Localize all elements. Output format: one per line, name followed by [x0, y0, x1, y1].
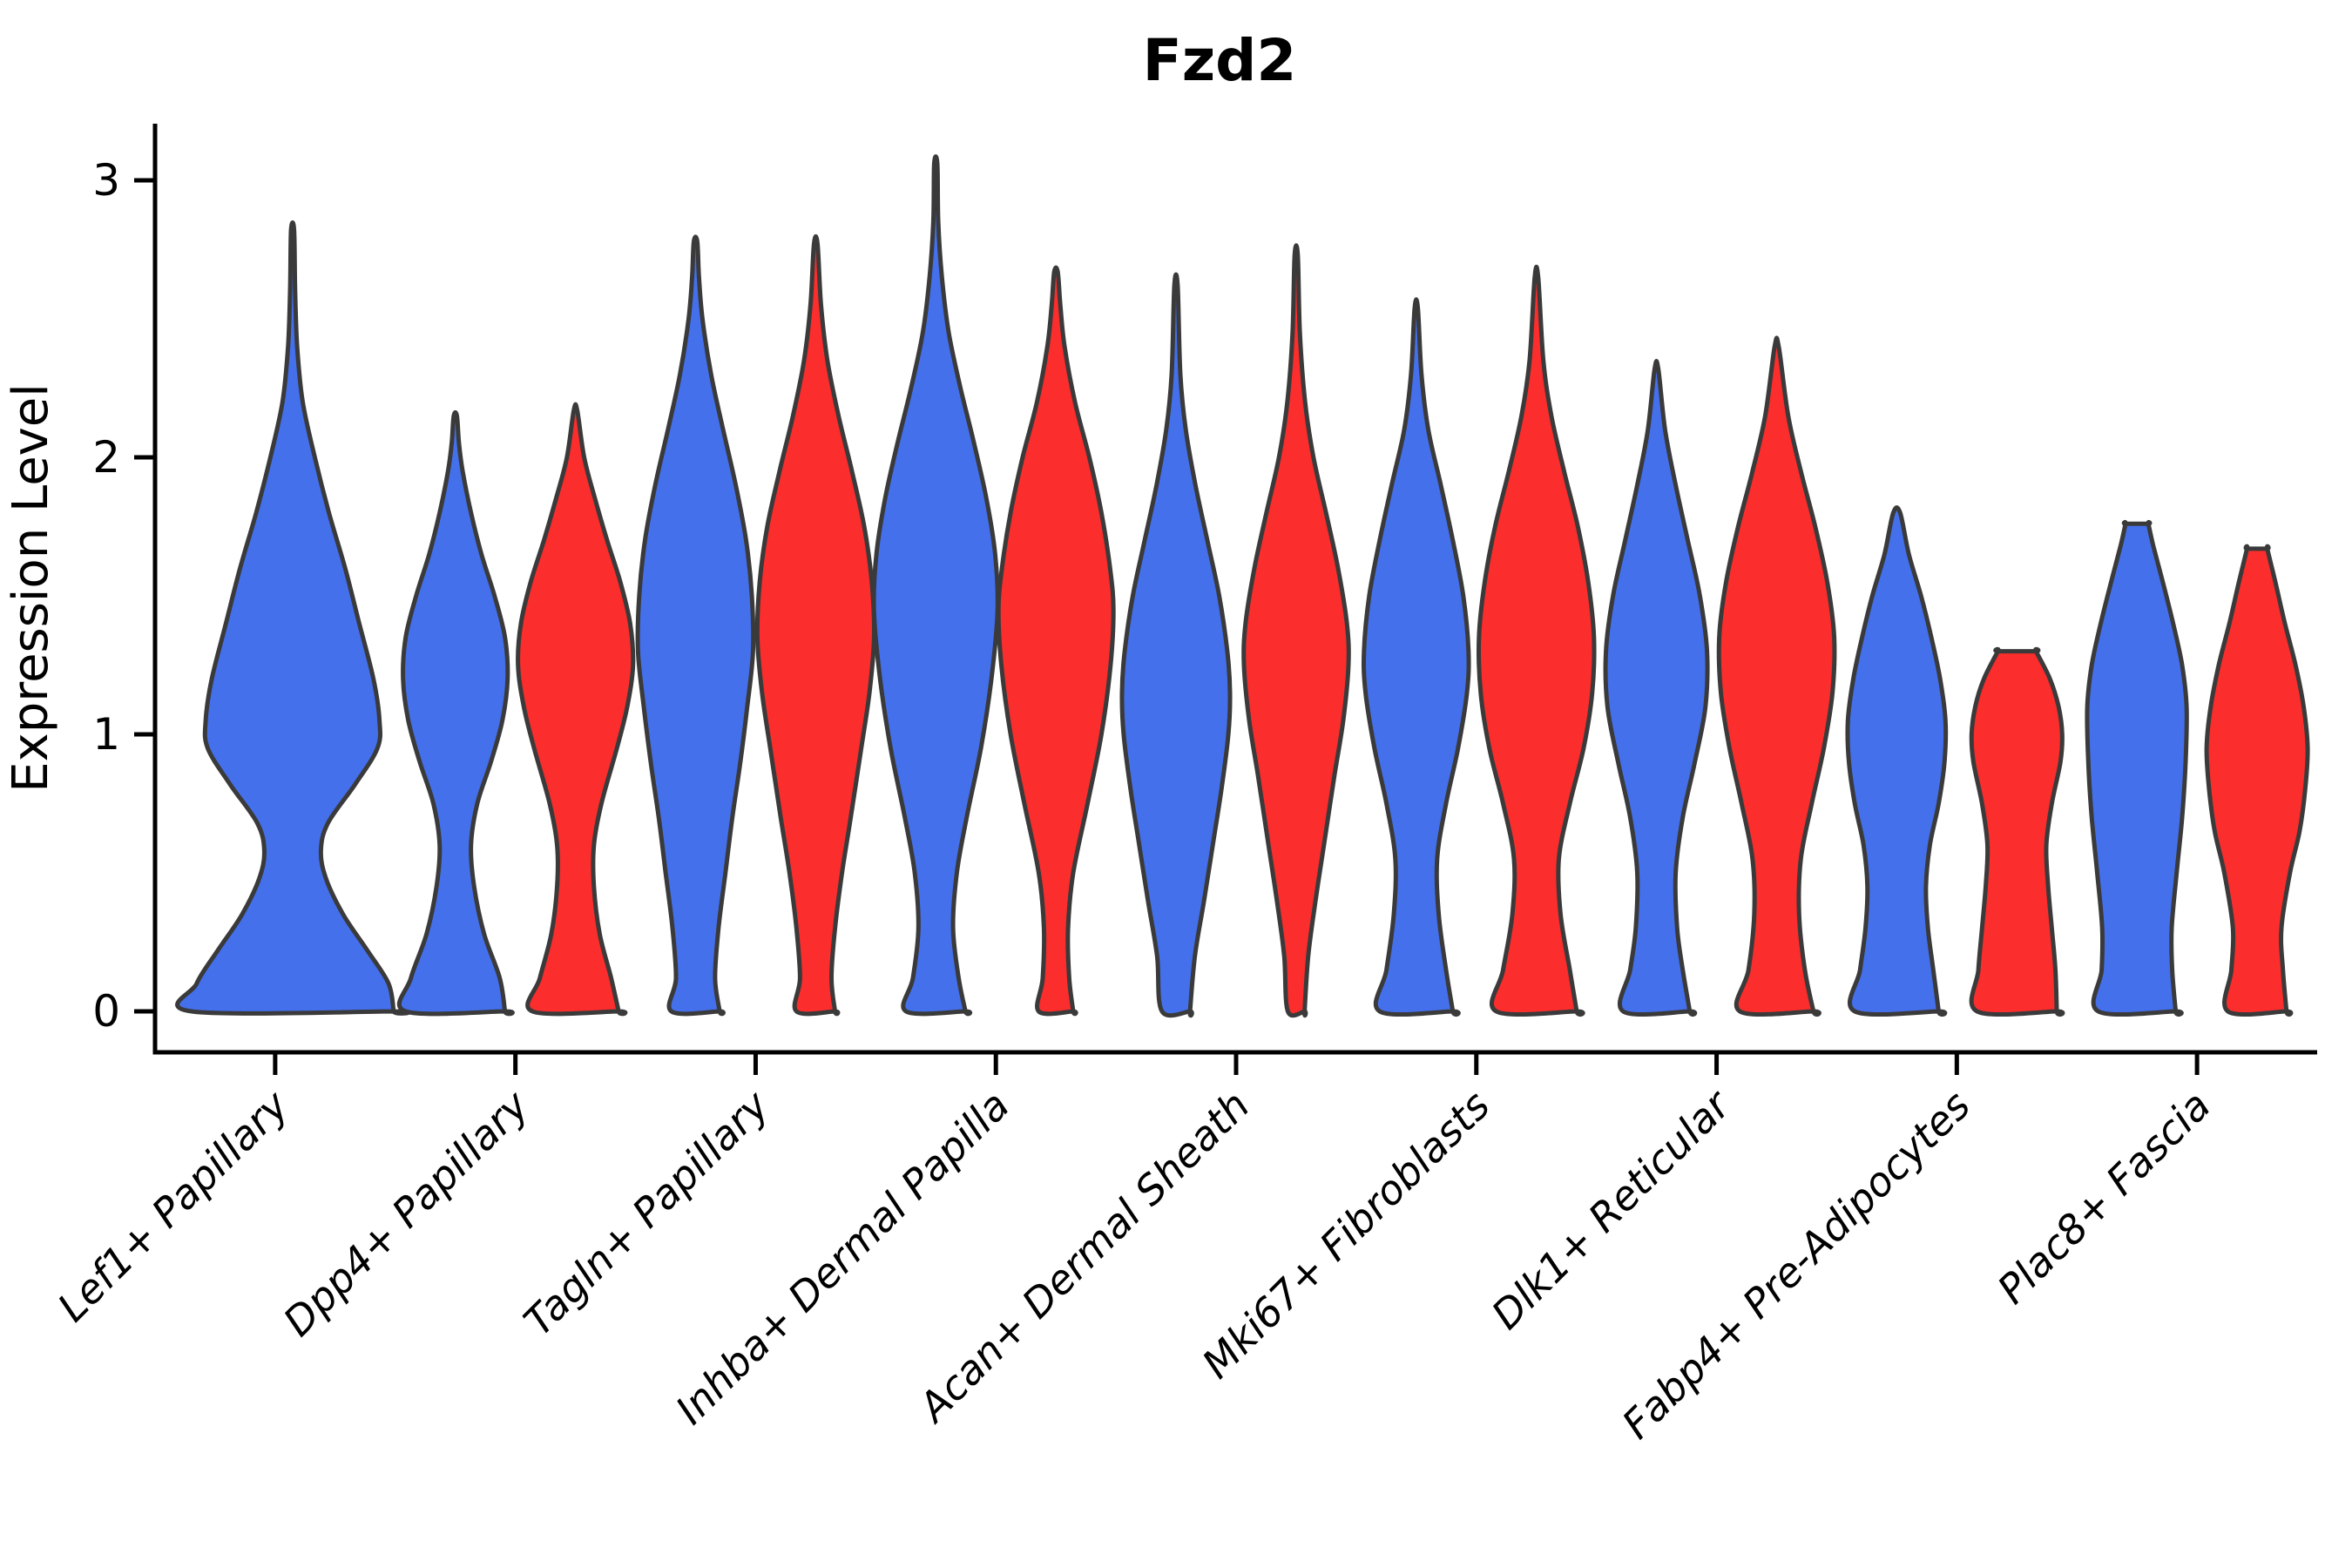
violin-dpp4-papillary-group1 — [396, 409, 515, 1017]
violin-fabp4-pre-adipocytes-group1 — [1845, 505, 1949, 1017]
violin-acan-dermal-sheath-group2 — [1241, 243, 1351, 1018]
violin-lef1-papillary-group1 — [175, 220, 411, 1016]
violin-plac8-fascia-group1 — [2085, 519, 2189, 1017]
x-tick-label: Dpp4+ Papillary — [274, 1081, 538, 1345]
x-tick-label: Lef1+ Papillary — [49, 1081, 298, 1330]
y-tick-label: 0 — [92, 986, 120, 1037]
x-tick-label: Plac8+ Fascia — [1989, 1082, 2220, 1313]
violin-inhba-dermal-papilla-group2 — [996, 265, 1116, 1017]
violin-fabp4-pre-adipocytes-group2 — [1969, 646, 2065, 1017]
y-tick-label: 2 — [92, 432, 120, 483]
y-axis-label: Expression Level — [3, 383, 59, 793]
chart-title: Fzd2 — [1143, 27, 1297, 94]
violin-mki67-fibroblasts-group2 — [1476, 264, 1597, 1017]
violin-acan-dermal-sheath-group1 — [1119, 272, 1233, 1018]
violin-tagln-papillary-group1 — [635, 234, 756, 1017]
violin-dpp4-papillary-group2 — [516, 402, 636, 1017]
y-tick-label: 3 — [92, 155, 120, 206]
violin-dlk1-reticular-group2 — [1716, 335, 1837, 1017]
violins-layer — [175, 154, 2310, 1018]
violin-dlk1-reticular-group1 — [1603, 359, 1710, 1017]
x-tick-label: Dlk1+ Reticular — [1483, 1079, 1741, 1338]
violin-plac8-fascia-group2 — [2204, 544, 2310, 1017]
violin-mki67-fibroblasts-group1 — [1362, 297, 1471, 1017]
y-tick-label: 1 — [92, 709, 120, 760]
violin-inhba-dermal-papilla-group1 — [871, 154, 1000, 1017]
violin-tagln-papillary-group2 — [754, 233, 877, 1017]
x-tick-label: Tagln+ Papillary — [515, 1081, 779, 1345]
